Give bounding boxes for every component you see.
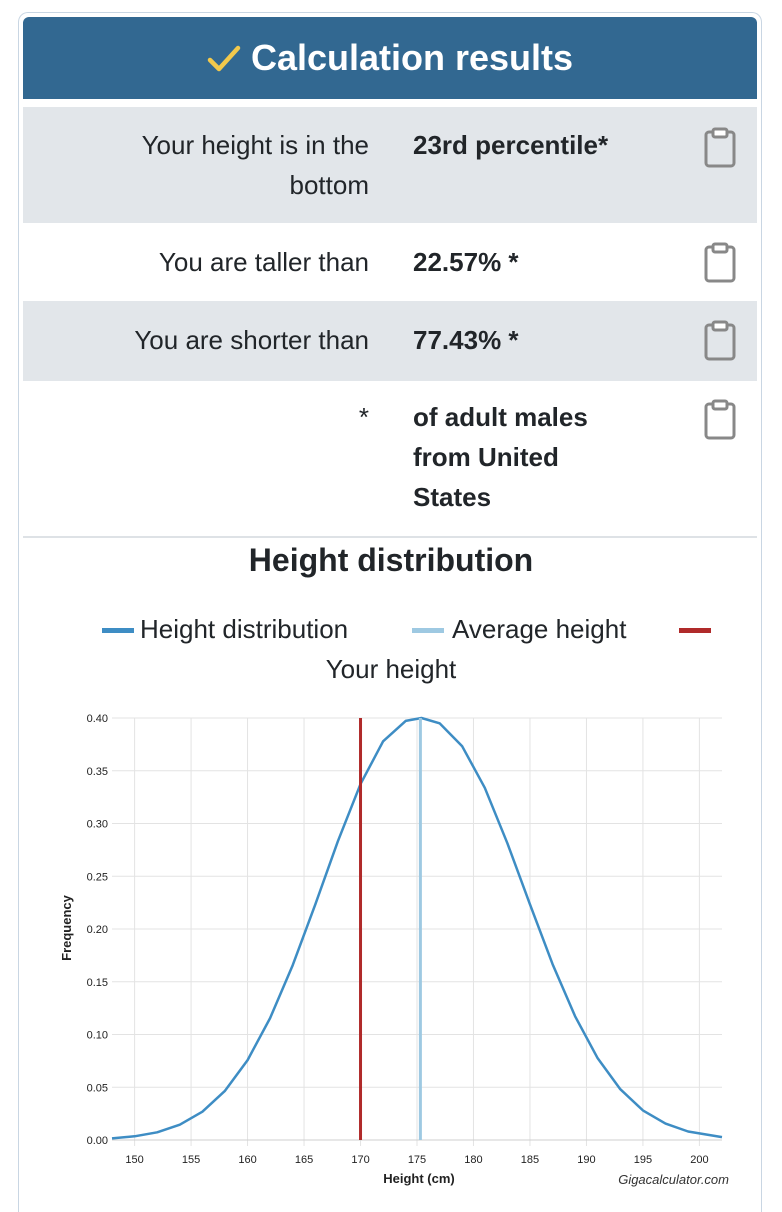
- header-title: Calculation results: [250, 37, 574, 78]
- y-tick-label: 0.20: [87, 924, 108, 936]
- x-tick-label: 180: [464, 1154, 482, 1166]
- check-icon: [207, 45, 241, 72]
- y-tick-label: 0.25: [87, 871, 108, 883]
- footnote-marker: *: [358, 402, 369, 432]
- y-tick-label: 0.05: [87, 1082, 108, 1094]
- y-tick-label: 0.10: [87, 1030, 108, 1042]
- clipboard-icon[interactable]: [703, 242, 737, 284]
- y-tick-label: 0.40: [87, 713, 108, 725]
- chart-watermark[interactable]: Gigacalculator.com: [618, 1172, 729, 1187]
- legend-label-distribution[interactable]: Height distribution: [140, 614, 349, 644]
- x-tick-label: 150: [125, 1154, 143, 1166]
- y-tick-label: 0.30: [87, 819, 108, 831]
- result-row-taller: You are taller than 22.57% *: [23, 223, 757, 301]
- distribution-curve: [111, 716, 723, 1140]
- legend-label-average[interactable]: Average height: [452, 614, 627, 644]
- y-tick-label: 0.00: [87, 1135, 108, 1147]
- x-tick-label: 195: [634, 1154, 652, 1166]
- legend-swatch-your-height[interactable]: [679, 628, 711, 633]
- taller-label: You are taller than: [158, 247, 369, 277]
- height-chart: 0.00 0.05 0.10 0.15 0.20 0.25 0.30 0.35 0.40 150…: [59, 713, 729, 1187]
- clipboard-icon[interactable]: [703, 320, 737, 362]
- y-tick-label: 0.15: [87, 977, 108, 989]
- legend-label-your-height[interactable]: Your height: [325, 654, 457, 684]
- taller-value: 22.57% *: [413, 247, 519, 277]
- legend-swatch-distribution[interactable]: [102, 628, 134, 633]
- y-axis-label: Frequency: [59, 894, 74, 961]
- x-tick-label: 190: [577, 1154, 595, 1166]
- chart-title: Height distribution: [248, 542, 534, 578]
- x-tick-label: 185: [521, 1154, 539, 1166]
- percentile-value: 23rd percentile*: [413, 130, 609, 160]
- population-value: of adult males from United States: [413, 402, 588, 512]
- legend-swatch-average[interactable]: [412, 628, 444, 633]
- x-tick-label: 165: [295, 1154, 313, 1166]
- x-tick-label: 160: [238, 1154, 256, 1166]
- shorter-value: 77.43% *: [413, 325, 519, 355]
- result-row-shorter: You are shorter than 77.43% *: [23, 301, 757, 381]
- x-tick-label: 170: [351, 1154, 369, 1166]
- y-axis-ticks: 0.00 0.05 0.10 0.15 0.20 0.25 0.30 0.35 0.40: [87, 713, 108, 1147]
- percentile-label: Your height is in the bottom: [141, 130, 369, 200]
- x-tick-label: 175: [408, 1154, 426, 1166]
- x-tick-label: 155: [182, 1154, 200, 1166]
- clipboard-icon[interactable]: [703, 127, 737, 169]
- result-row-percentile: Your height is in the bottom 23rd percen…: [23, 107, 757, 223]
- chart-grid: [112, 717, 722, 1146]
- section-divider: [23, 536, 757, 538]
- results-header: Calculation results: [23, 17, 757, 99]
- x-tick-label: 200: [690, 1154, 708, 1166]
- shorter-label: You are shorter than: [134, 325, 369, 355]
- y-tick-label: 0.35: [87, 766, 108, 778]
- x-axis-label: Height (cm): [383, 1171, 455, 1186]
- results-card: Calculation results Your height is in th…: [18, 12, 762, 1212]
- result-row-population: * of adult males from United States: [23, 381, 757, 536]
- chart-series: [111, 716, 723, 1140]
- x-axis-ticks: 150 155 160 165 170 175 180 185 190 195 200: [125, 1154, 708, 1166]
- clipboard-icon[interactable]: [703, 399, 737, 441]
